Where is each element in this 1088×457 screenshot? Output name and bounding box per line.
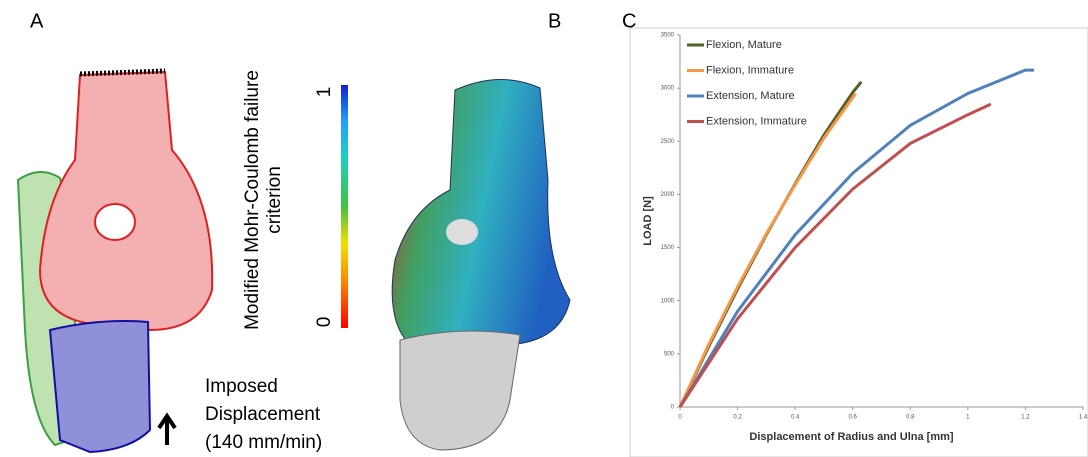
page: {"panel_a":{"label":"A","caption_lines":… — [0, 0, 1088, 457]
x-tick-label: 0.2 — [733, 415, 742, 421]
x-tick-label: 0.8 — [906, 415, 915, 421]
colorbar-title: criterion — [264, 166, 285, 234]
y-tick-label: 3500 — [661, 33, 675, 39]
y-tick-label: 1500 — [661, 245, 675, 251]
legend-label: Extension, Immature — [706, 115, 807, 127]
x-tick-label: 0.4 — [791, 415, 800, 421]
humerus-render — [392, 79, 570, 345]
y-tick-label: 3000 — [661, 86, 675, 92]
fossa — [95, 204, 135, 240]
humerus-mesh — [40, 72, 212, 330]
x-tick-label: 1.4 — [1079, 415, 1088, 421]
radius-mesh — [50, 321, 150, 452]
legend-label: Extension, Mature — [706, 90, 795, 102]
caption-line: (140 mm/min) — [205, 432, 322, 453]
colorbar-title: Modified Mohr-Coulomb failure — [242, 70, 263, 330]
y-tick-label: 2000 — [661, 192, 675, 198]
colorbar-tick-label: 1 — [314, 87, 335, 98]
x-tick-label: 1.2 — [1021, 415, 1030, 421]
fossa — [446, 219, 478, 245]
colorbar-scale — [341, 85, 348, 328]
colorbar-tick-label: 0 — [314, 317, 335, 328]
colorbar: Modified Mohr-Coulomb failure criterion … — [242, 70, 348, 330]
caption-line: Imposed — [205, 376, 278, 397]
y-axis-label: LOAD [N] — [642, 196, 654, 246]
displacement-arrow — [159, 416, 175, 445]
x-axis-label: Displacement of Radius and Ulna [mm] — [749, 431, 953, 443]
legend-label: Flexion, Immature — [706, 64, 794, 76]
forearm-render — [400, 331, 520, 450]
y-tick-label: 2500 — [661, 139, 675, 145]
y-tick-label: 500 — [664, 351, 675, 357]
panel-label: B — [548, 10, 561, 32]
panel-label: A — [30, 10, 44, 32]
x-tick-label: 0.6 — [849, 415, 858, 421]
legend-label: Flexion, Mature — [706, 39, 782, 51]
y-tick-label: 1000 — [661, 298, 675, 304]
chart-frame — [630, 28, 1088, 457]
panel-label: C — [622, 10, 636, 32]
caption-line: Displacement — [205, 404, 321, 425]
figure: A Imposed Displacement (140 mm/min) Modi… — [0, 0, 1088, 457]
